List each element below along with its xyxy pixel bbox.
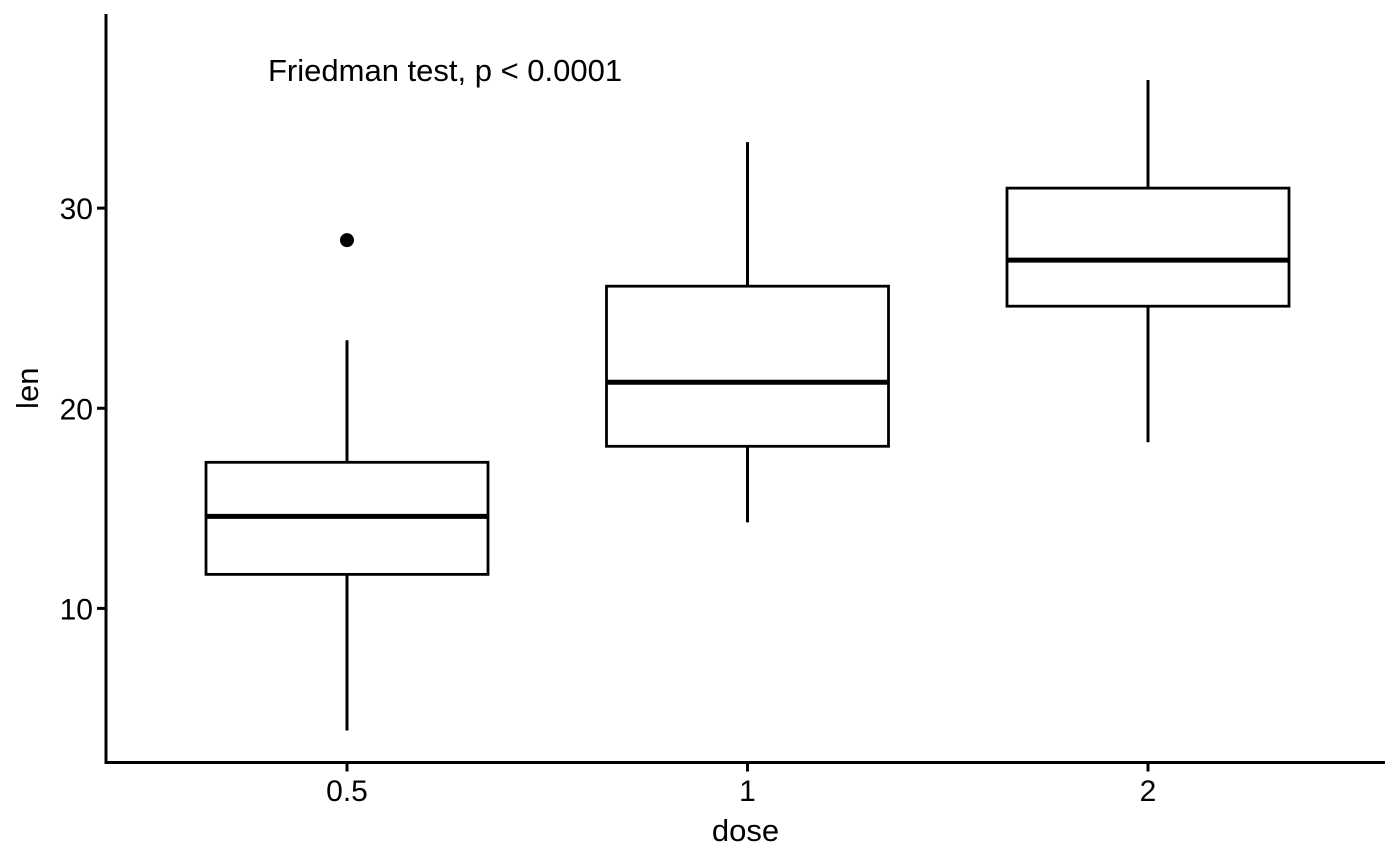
box-iqr	[605, 284, 890, 448]
box-iqr	[1005, 186, 1291, 308]
x-tick-label: 1	[739, 775, 756, 808]
y-tick-label: 20	[60, 393, 93, 426]
y-tick-label: 30	[60, 193, 93, 226]
y-axis-title: len	[10, 368, 45, 409]
outlier-point	[340, 233, 354, 248]
x-tick-label: 0.5	[326, 775, 368, 808]
stat-test-annotation: Friedman test, p < 0.0001	[268, 53, 622, 88]
y-tick-label: 10	[60, 593, 93, 626]
x-axis-title: dose	[712, 813, 779, 848]
x-tick-label: 2	[1140, 775, 1157, 808]
